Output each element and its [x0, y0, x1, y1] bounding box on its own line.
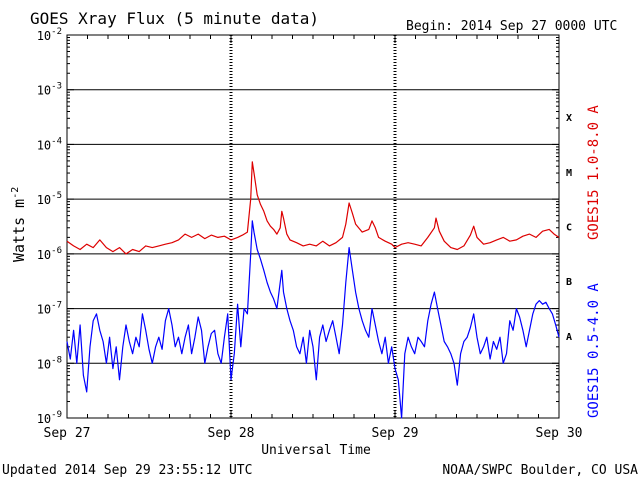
- y-tick-exponent: -4: [51, 136, 62, 146]
- begin-label: Begin: 2014 Sep 27 0000 UTC: [406, 19, 617, 34]
- y-tick-exponent: -7: [51, 301, 62, 311]
- y-axis-title-exponent: -2: [10, 187, 21, 199]
- grid-lines: [67, 89, 559, 364]
- y-tick-base: 10: [37, 84, 51, 98]
- flare-class-C: C: [566, 223, 572, 234]
- plot-frame: [66, 34, 560, 419]
- y-tick-base: 10: [37, 248, 51, 262]
- flare-class-X: X: [566, 113, 572, 124]
- x-tick-label: Sep 30: [536, 426, 583, 441]
- legend-series-short: GOES15 0.5-4.0 A: [586, 283, 602, 418]
- chart-title: GOES Xray Flux (5 minute data): [30, 9, 319, 28]
- y-tick-exponent: -2: [51, 27, 62, 37]
- x-tick-label: Sep 27: [44, 426, 91, 441]
- y-axis-title-text: Watts m: [10, 199, 28, 262]
- y-axis-title: Watts m-2: [10, 187, 28, 262]
- x-tick-label: Sep 28: [208, 426, 255, 441]
- y-tick-base: 10: [37, 193, 51, 207]
- y-tick-label: 10-6: [37, 246, 62, 262]
- x-tick-label: Sep 29: [372, 426, 419, 441]
- legend-series-long: GOES15 1.0-8.0 A: [586, 105, 602, 240]
- flare-class-M: M: [566, 168, 572, 179]
- y-tick-label: 10-8: [37, 355, 62, 371]
- y-tick-base: 10: [37, 29, 51, 43]
- y-tick-exponent: -6: [51, 246, 62, 256]
- source-credit: NOAA/SWPC Boulder, CO USA: [442, 463, 638, 478]
- y-tick-label: 10-4: [37, 136, 62, 152]
- flare-class-labels: A B C M X: [566, 113, 572, 343]
- y-tick-label: 10-5: [37, 191, 62, 207]
- x-axis-ticks: Sep 27 Sep 28 Sep 29 Sep 30: [44, 35, 583, 441]
- y-tick-exponent: -5: [51, 191, 62, 201]
- y-tick-exponent: -9: [51, 410, 62, 420]
- flare-class-A: A: [566, 332, 572, 343]
- series-line-1: [66, 220, 560, 419]
- y-tick-label: 10-7: [37, 301, 62, 317]
- y-tick-base: 10: [37, 357, 51, 371]
- y-axis-ticks: 10-910-810-710-610-510-410-310-2: [37, 27, 559, 426]
- y-tick-label: 10-3: [37, 82, 62, 98]
- y-tick-exponent: -3: [51, 82, 62, 92]
- y-tick-label: 10-9: [37, 410, 62, 426]
- flux-series: [66, 161, 560, 419]
- updated-timestamp: Updated 2014 Sep 29 23:55:12 UTC: [2, 463, 252, 478]
- y-tick-label: 10-2: [37, 27, 62, 43]
- y-tick-base: 10: [37, 138, 51, 152]
- y-tick-exponent: -8: [51, 355, 62, 365]
- flare-class-B: B: [566, 277, 572, 288]
- x-axis-title: Universal Time: [261, 443, 371, 458]
- series-line-0: [66, 161, 560, 255]
- y-tick-base: 10: [37, 412, 51, 426]
- day-boundary-markers: [229, 35, 397, 418]
- y-tick-base: 10: [37, 303, 51, 317]
